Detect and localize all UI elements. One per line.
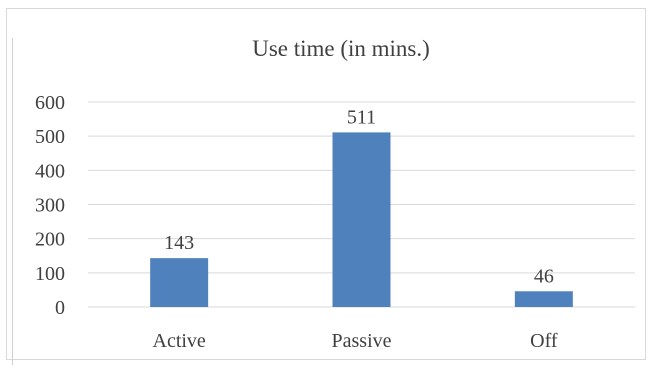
y-axis-ticks: 0 100 200 300 400 500 600 [35,92,65,319]
x-category-label: Active [153,330,206,352]
y-tick-label: 500 [35,126,65,148]
data-labels: 143 511 46 [164,106,554,287]
x-category-label: Passive [332,330,392,352]
bar-passive [332,132,391,307]
y-tick-label: 300 [35,195,65,217]
left-border-line [12,38,13,365]
data-label-passive: 511 [347,106,376,128]
y-tick-label: 200 [35,229,65,251]
chart-title: Use time (in mins.) [252,36,430,61]
y-tick-label: 0 [55,297,65,319]
y-tick-label: 600 [35,92,65,114]
data-label-off: 46 [534,265,554,287]
y-tick-label: 400 [35,160,65,182]
data-label-active: 143 [164,232,194,254]
bar-off [514,291,573,307]
bar-active [150,258,209,307]
x-category-label: Off [530,330,558,352]
y-tick-label: 100 [35,263,65,285]
x-axis-categories: Active Passive Off [153,330,558,352]
bars [150,132,573,307]
